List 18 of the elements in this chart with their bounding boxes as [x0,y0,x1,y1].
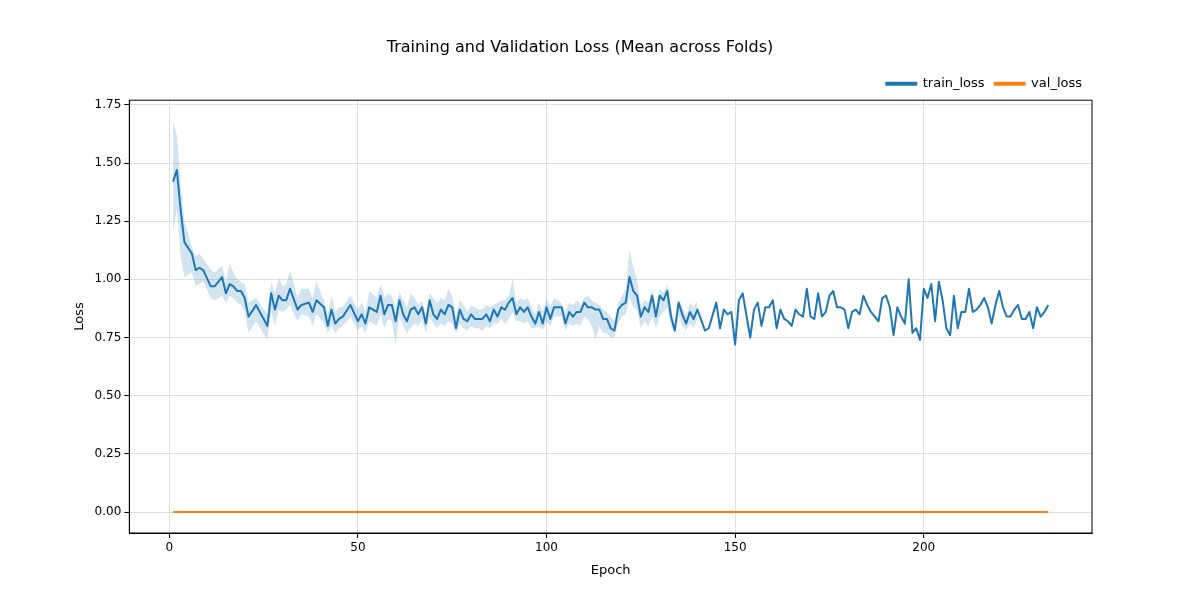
y-tick-label: 0.75 [94,329,122,344]
x-tick-label: 200 [912,540,936,555]
x-tick-label: 50 [350,540,366,555]
y-tick-label: 1.25 [94,213,122,228]
x-tick-label: 150 [723,540,747,555]
y-tick-label: 0.50 [94,387,122,402]
y-tick-label: 0.25 [94,446,122,461]
y-tick-label: 0.00 [94,504,122,519]
y-tick-label: 1.00 [94,271,122,286]
y-axis-title: Loss [71,302,87,331]
legend-label: train_loss [922,75,985,91]
y-tick-label: 1.75 [94,96,122,111]
x-axis-title: Epoch [590,561,631,577]
chart-title: Training and Validation Loss (Mean across Folds) [385,36,774,56]
x-tick-label: 0 [165,540,174,555]
legend-label: val_loss [1031,75,1083,91]
x-tick-label: 100 [535,540,558,555]
y-tick-label: 1.50 [94,155,122,170]
